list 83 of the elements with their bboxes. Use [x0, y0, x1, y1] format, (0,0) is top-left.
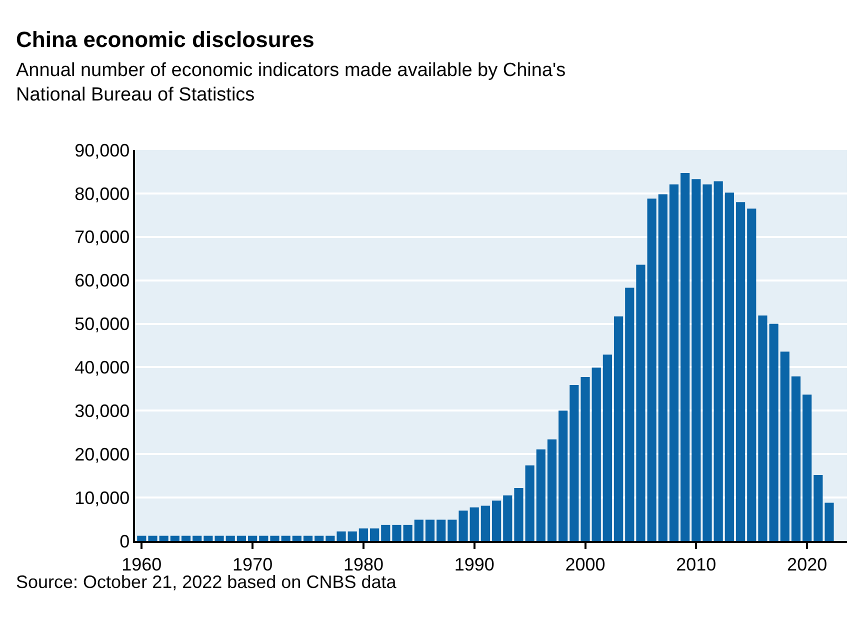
y-tick-label: 10,000	[74, 488, 130, 508]
bar	[702, 184, 712, 541]
bar	[814, 474, 823, 541]
bar	[724, 192, 734, 541]
bar	[514, 488, 524, 541]
bar	[592, 368, 601, 541]
x-tick-label: 1960	[122, 554, 162, 574]
bar	[625, 288, 634, 541]
y-tick-label: 20,000	[74, 444, 130, 464]
y-tick-label: 70,000	[74, 227, 130, 248]
y-tick-label: 30,000	[74, 400, 130, 421]
bar	[226, 536, 235, 541]
bar	[647, 198, 656, 541]
bar	[492, 500, 502, 541]
bar	[558, 410, 568, 541]
bar	[602, 354, 612, 541]
bar	[658, 194, 668, 541]
bar	[758, 316, 768, 541]
bar	[570, 385, 579, 541]
x-tick-label: 1990	[454, 554, 494, 574]
bar	[436, 520, 446, 541]
source-note: Source: October 21, 2022 based on CNBS data	[16, 572, 398, 592]
bar	[747, 208, 756, 541]
x-tick-label: 1970	[232, 554, 273, 574]
bar	[148, 536, 158, 541]
bar	[159, 536, 168, 541]
x-tick-label: 1980	[343, 554, 384, 574]
bar	[714, 181, 723, 541]
bar	[448, 520, 457, 541]
bar	[137, 536, 146, 541]
bar	[547, 439, 557, 541]
bar	[503, 495, 512, 541]
bar	[680, 173, 690, 541]
x-tick-label: 2020	[787, 554, 828, 574]
bar	[192, 536, 202, 541]
bar	[769, 324, 778, 541]
bar	[326, 536, 335, 541]
bar	[336, 531, 346, 541]
bar	[392, 524, 402, 541]
bar	[480, 506, 490, 541]
bar	[470, 507, 479, 541]
y-tick-label: 60,000	[74, 270, 130, 291]
bar	[791, 376, 801, 541]
bar	[370, 528, 380, 541]
y-tick-label: 40,000	[74, 358, 130, 378]
y-tick-label: 90,000	[74, 140, 130, 160]
bar	[403, 524, 412, 541]
bar	[425, 520, 435, 541]
bar	[802, 394, 812, 541]
x-tick-label: 2010	[676, 554, 716, 574]
bar	[314, 536, 324, 541]
bar	[270, 536, 280, 541]
bar	[525, 465, 534, 541]
chart-subtitle: Annual number of economic indicators made available by China's National Bureau of Statistics	[16, 60, 566, 106]
bar	[248, 536, 258, 541]
bar	[414, 520, 424, 541]
y-tick-label: 0	[120, 531, 130, 552]
bar	[458, 510, 468, 541]
chart-title: China economic disclosures	[16, 27, 314, 52]
bar	[669, 184, 679, 541]
bar	[181, 536, 191, 541]
bar	[292, 536, 302, 541]
bar	[736, 202, 746, 541]
bar	[281, 536, 290, 541]
bar	[614, 316, 624, 541]
bar	[780, 352, 790, 541]
bar	[536, 449, 546, 541]
y-tick-label: 50,000	[74, 314, 130, 334]
bar	[580, 377, 590, 541]
bar	[259, 536, 268, 541]
y-tick-label: 80,000	[74, 184, 130, 204]
x-tick-label: 2000	[565, 554, 606, 574]
bar	[381, 524, 390, 541]
bar	[358, 528, 368, 541]
bar	[303, 536, 313, 541]
bar	[348, 531, 357, 541]
bar	[214, 536, 224, 541]
bar	[824, 502, 834, 541]
bar	[204, 536, 213, 541]
bar	[170, 536, 180, 541]
bar	[236, 536, 246, 541]
bar	[692, 179, 701, 541]
bar	[636, 264, 646, 541]
